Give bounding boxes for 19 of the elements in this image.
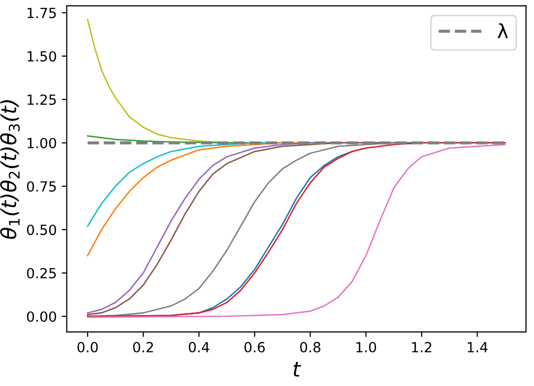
y-tick-label: 1.00 <box>28 138 56 148</box>
x-tick-label: 1.0 <box>356 342 376 352</box>
y-tick-label: 0.50 <box>27 224 56 236</box>
x-tick-label: 0.4 <box>188 342 210 352</box>
x-tick-label: 1.4 <box>468 342 488 352</box>
x-tick-label: 0.8 <box>300 342 320 352</box>
y-tick-label: 1.50 <box>28 51 56 62</box>
x-tick-label: 1.2 <box>412 342 432 352</box>
x-tick-label: 0.2 <box>133 342 153 352</box>
x-axis-title: t <box>294 362 302 377</box>
x-tick-label: 0.6 <box>244 342 265 352</box>
x-tick-label: 0.0 <box>77 342 98 352</box>
y-axis-title: θ$_{1}$(t)θ$_{2}$(t)θ$_{3}$(t) <box>0 100 20 239</box>
y-tick-label: 0.25 <box>27 268 56 278</box>
legend-label: λ <box>498 23 508 38</box>
y-tick-label: 1.25 <box>28 94 56 105</box>
y-tick-label: 0.00 <box>27 311 56 322</box>
y-tick-label: 1.75 <box>28 8 56 18</box>
y-tick-label: 0.75 <box>27 181 56 192</box>
